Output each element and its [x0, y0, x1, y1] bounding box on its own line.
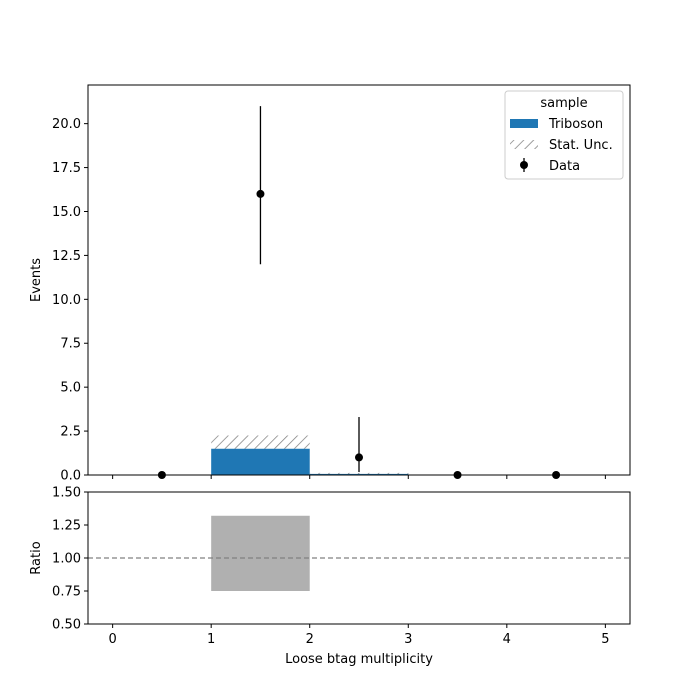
y-tick-label: 5.0: [60, 381, 81, 396]
ratio-y-tick-label: 1.50: [52, 486, 81, 501]
ratio-y-tick-label: 1.25: [52, 519, 81, 534]
x-tick-label: 5: [601, 632, 609, 647]
ratio-y-tick-label: 0.75: [52, 585, 81, 600]
x-tick-label: 4: [503, 632, 511, 647]
data-point: [256, 189, 265, 198]
y-tick-label: 20.0: [52, 117, 81, 132]
ratio-y-tick-label: 1.00: [52, 552, 81, 567]
ratio-panel: 0.50 0.75 1.00 1.25 1.50 0 1 2 3 4 5 Ratio Loose bta…: [29, 486, 631, 667]
legend-label-triboson: Triboson: [548, 117, 603, 132]
y-tick-label: 10.0: [52, 293, 81, 308]
x-tick-label: 1: [207, 632, 215, 647]
y-axis-label: Events: [29, 258, 44, 302]
legend-box: [504, 90, 624, 180]
y-tick-label: 15.0: [52, 205, 81, 220]
main-axes-frame: [87, 84, 631, 476]
y-tick-label: 17.5: [52, 161, 81, 176]
legend-label-stat-unc: Stat. Unc.: [549, 138, 613, 153]
triboson-bar: [211, 448, 310, 475]
stat-unc-band: [309, 472, 409, 474]
x-tick-label: 3: [404, 632, 412, 647]
ratio-y-tick-label: 0.50: [52, 618, 81, 633]
legend-label-data: Data: [549, 159, 580, 174]
ratio-y-axis-label: Ratio: [29, 541, 44, 574]
y-tick-label: 2.5: [60, 425, 81, 440]
legend-title: sample: [540, 96, 587, 111]
x-axis-label: Loose btag multiplicity: [285, 652, 433, 667]
stat-unc-band: [211, 435, 310, 449]
legend-swatch-data-point: [520, 161, 528, 169]
y-tick-label: 12.5: [52, 249, 81, 264]
x-tick-label: 0: [108, 632, 116, 647]
y-tick-label: 7.5: [60, 337, 81, 352]
main-panel: 0.0 2.5 5.0 7.5 10.0 12.5 15.0 17.5 20.0 Events sa…: [29, 84, 631, 484]
x-tick-label: 2: [306, 632, 314, 647]
triboson-bar: [309, 473, 409, 475]
legend-swatch-triboson: [510, 119, 538, 128]
legend: sample Triboson Stat. Unc. Data: [504, 90, 624, 180]
y-tick-label: 0.0: [60, 469, 81, 484]
data-point: [355, 453, 363, 462]
ratio-unc-band: [211, 515, 310, 591]
legend-swatch-stat-unc: [510, 140, 538, 149]
